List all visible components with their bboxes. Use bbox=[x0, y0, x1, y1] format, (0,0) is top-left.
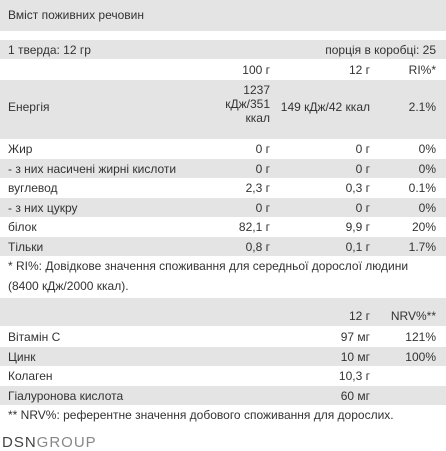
nutrient-value: 0% bbox=[418, 161, 436, 176]
table-row: 12 г NRV%** bbox=[0, 306, 446, 326]
serving-per-box: порція в коробці: 25 bbox=[325, 43, 436, 57]
vitamin-value: 10,3 г bbox=[338, 369, 370, 383]
nutrient-value: 0% bbox=[418, 142, 436, 156]
serving-size: 1 тверда: 12 гр bbox=[8, 43, 91, 57]
nutrient-value: 0 г bbox=[355, 142, 370, 156]
column-header: 12 г bbox=[348, 309, 370, 323]
vitamin-value: 60 мг bbox=[340, 388, 370, 403]
table-row: - з них цукру 0 г 0 г 0% bbox=[0, 197, 446, 217]
nutrient-value: 2.1% bbox=[408, 100, 436, 114]
vitamin-value: 10 мг bbox=[340, 349, 370, 364]
nutrient-value: 0.1% bbox=[408, 181, 436, 195]
nutrient-value: 149 кДж/42 ккал bbox=[280, 100, 370, 114]
nutrient-value: 0 г bbox=[255, 142, 270, 156]
table-row: Колаген 10,3 г bbox=[0, 366, 446, 386]
nutrient-name: - з них насичені жирні кислоти bbox=[8, 161, 177, 176]
table-row: 100 г 12 г RI%* bbox=[0, 60, 446, 79]
nutrient-name: Тільки bbox=[8, 239, 44, 254]
serving-row: 1 тверда: 12 гр порція в коробці: 25 bbox=[0, 40, 446, 59]
nutrient-value: 0% bbox=[418, 200, 436, 215]
nutrient-value: 82,1 г bbox=[238, 220, 270, 234]
nutrient-value: 2,3 г bbox=[245, 181, 270, 195]
nutrient-value: 9,9 г bbox=[345, 220, 370, 234]
table-row: Жир 0 г 0 г 0% bbox=[0, 139, 446, 159]
table-row: Цинк 10 мг 100% bbox=[0, 346, 446, 366]
vitamin-value: 100% bbox=[405, 349, 436, 364]
nutrient-value: 1.7% bbox=[408, 239, 436, 254]
nutrient-name: вуглевод bbox=[8, 181, 58, 195]
table-row: Енергія 1237 кДж/351 ккал 149 кДж/42 ккал 2… bbox=[0, 80, 446, 139]
vitamin-value: 121% bbox=[405, 330, 436, 344]
column-header: NRV%** bbox=[390, 309, 436, 323]
table-row: * RI%: Довідкове значення споживання для… bbox=[0, 256, 446, 298]
nutrient-value: 0 г bbox=[355, 200, 370, 215]
logo-part: GROUP bbox=[36, 434, 97, 451]
separator bbox=[0, 298, 446, 306]
logo: DSNGROUP bbox=[2, 434, 97, 451]
column-header: 100 г bbox=[242, 63, 270, 77]
nutrient-value: 0,8 г bbox=[245, 239, 270, 254]
nutrient-value: 0,1 г bbox=[345, 239, 370, 254]
nutrient-value: 0 г bbox=[355, 161, 370, 176]
table-row: Тільки 0,8 г 0,1 г 1.7% bbox=[0, 236, 446, 256]
nutrient-name: Енергія bbox=[8, 100, 50, 114]
table-row: ** NRV%: референтне значення добового сп… bbox=[0, 405, 446, 425]
nutrient-value: 20% bbox=[411, 220, 436, 234]
nutrient-value: 1237 кДж/351 ккал bbox=[225, 83, 270, 125]
footnote: * RI%: Довідкове значення споживання для… bbox=[8, 259, 409, 293]
vitamin-name: Цинк bbox=[8, 349, 36, 364]
nutrient-name: - з них цукру bbox=[8, 200, 78, 215]
column-header: 12 г bbox=[348, 63, 370, 77]
table-row: - з них насичені жирні кислоти 0 г 0 г 0% bbox=[0, 158, 446, 178]
column-header: RI%* bbox=[408, 63, 436, 77]
nutrient-value: 0,3 г bbox=[345, 181, 370, 195]
nutrient-value: 0 г bbox=[255, 161, 270, 176]
vitamin-name: Колаген bbox=[8, 369, 53, 383]
nutrient-name: Жир bbox=[8, 142, 33, 156]
table-row: Вітамін C 97 мг 121% bbox=[0, 327, 446, 347]
logo-part: DSN bbox=[2, 434, 37, 451]
title: Вміст поживних речовин bbox=[8, 8, 145, 22]
vitamin-name: Гіалуронова кислота bbox=[8, 388, 124, 403]
table-row: білок 82,1 г 9,9 г 20% bbox=[0, 217, 446, 237]
table-row: Гіалуронова кислота 60 мг bbox=[0, 385, 446, 405]
table-row: вуглевод 2,3 г 0,3 г 0.1% bbox=[0, 178, 446, 198]
footnote: ** NRV%: референтне значення добового сп… bbox=[8, 408, 394, 422]
vitamin-name: Вітамін C bbox=[8, 330, 61, 344]
vitamin-value: 97 мг bbox=[340, 330, 370, 344]
nutrient-value: 0 г bbox=[255, 200, 270, 215]
nutrient-name: білок bbox=[8, 220, 37, 234]
title-bar: Вміст поживних речовин bbox=[0, 0, 446, 31]
